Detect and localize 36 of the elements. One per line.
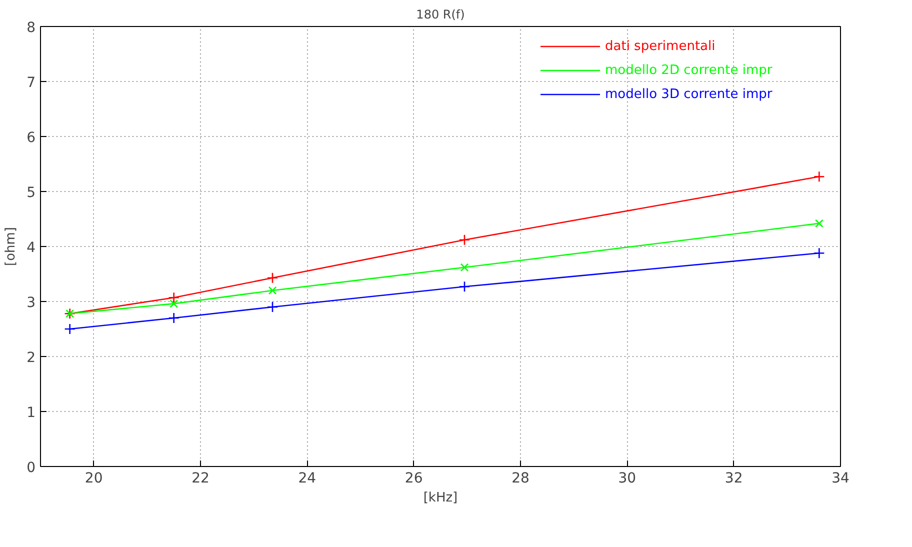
point xyxy=(64,323,76,335)
x-axis-title: [kHz] xyxy=(423,490,458,506)
point xyxy=(268,286,277,295)
point xyxy=(458,234,470,246)
point xyxy=(266,272,278,284)
y-tick-label: 6 xyxy=(26,130,36,146)
point xyxy=(814,219,824,228)
point xyxy=(170,300,178,308)
y-tick-label: 3 xyxy=(26,295,36,311)
y-axis-title: [ohm] xyxy=(4,227,19,266)
x-tick-label: 26 xyxy=(404,470,423,486)
point xyxy=(458,281,470,292)
x-tick-label: 24 xyxy=(298,470,316,486)
legend-label: modello 3D corrente impr xyxy=(605,86,772,102)
point xyxy=(266,301,278,313)
point xyxy=(814,247,825,259)
y-tick-label: 7 xyxy=(26,75,36,91)
y-tick-label: 8 xyxy=(26,20,36,36)
legend-label: modello 2D corrente impr xyxy=(605,62,772,78)
x-tick-label: 32 xyxy=(724,470,743,486)
point xyxy=(168,292,180,304)
point xyxy=(168,312,180,324)
x-tick-label: 22 xyxy=(192,470,210,486)
x-tick-label: 34 xyxy=(832,470,850,486)
y-tick-label: 5 xyxy=(26,185,36,201)
point xyxy=(460,263,469,272)
y-tick-label: 4 xyxy=(26,240,36,256)
x-tick-label: 30 xyxy=(618,470,636,486)
x-tick-label: 28 xyxy=(512,470,530,486)
point xyxy=(814,171,825,182)
y-tick-label: 0 xyxy=(26,460,36,476)
y-tick-label: 1 xyxy=(26,405,36,421)
chart-title: 180 R(f) xyxy=(416,8,465,22)
x-tick-label: 20 xyxy=(84,470,103,486)
y-tick-label: 2 xyxy=(26,350,36,366)
legend-label: dati sperimentali xyxy=(605,38,716,54)
